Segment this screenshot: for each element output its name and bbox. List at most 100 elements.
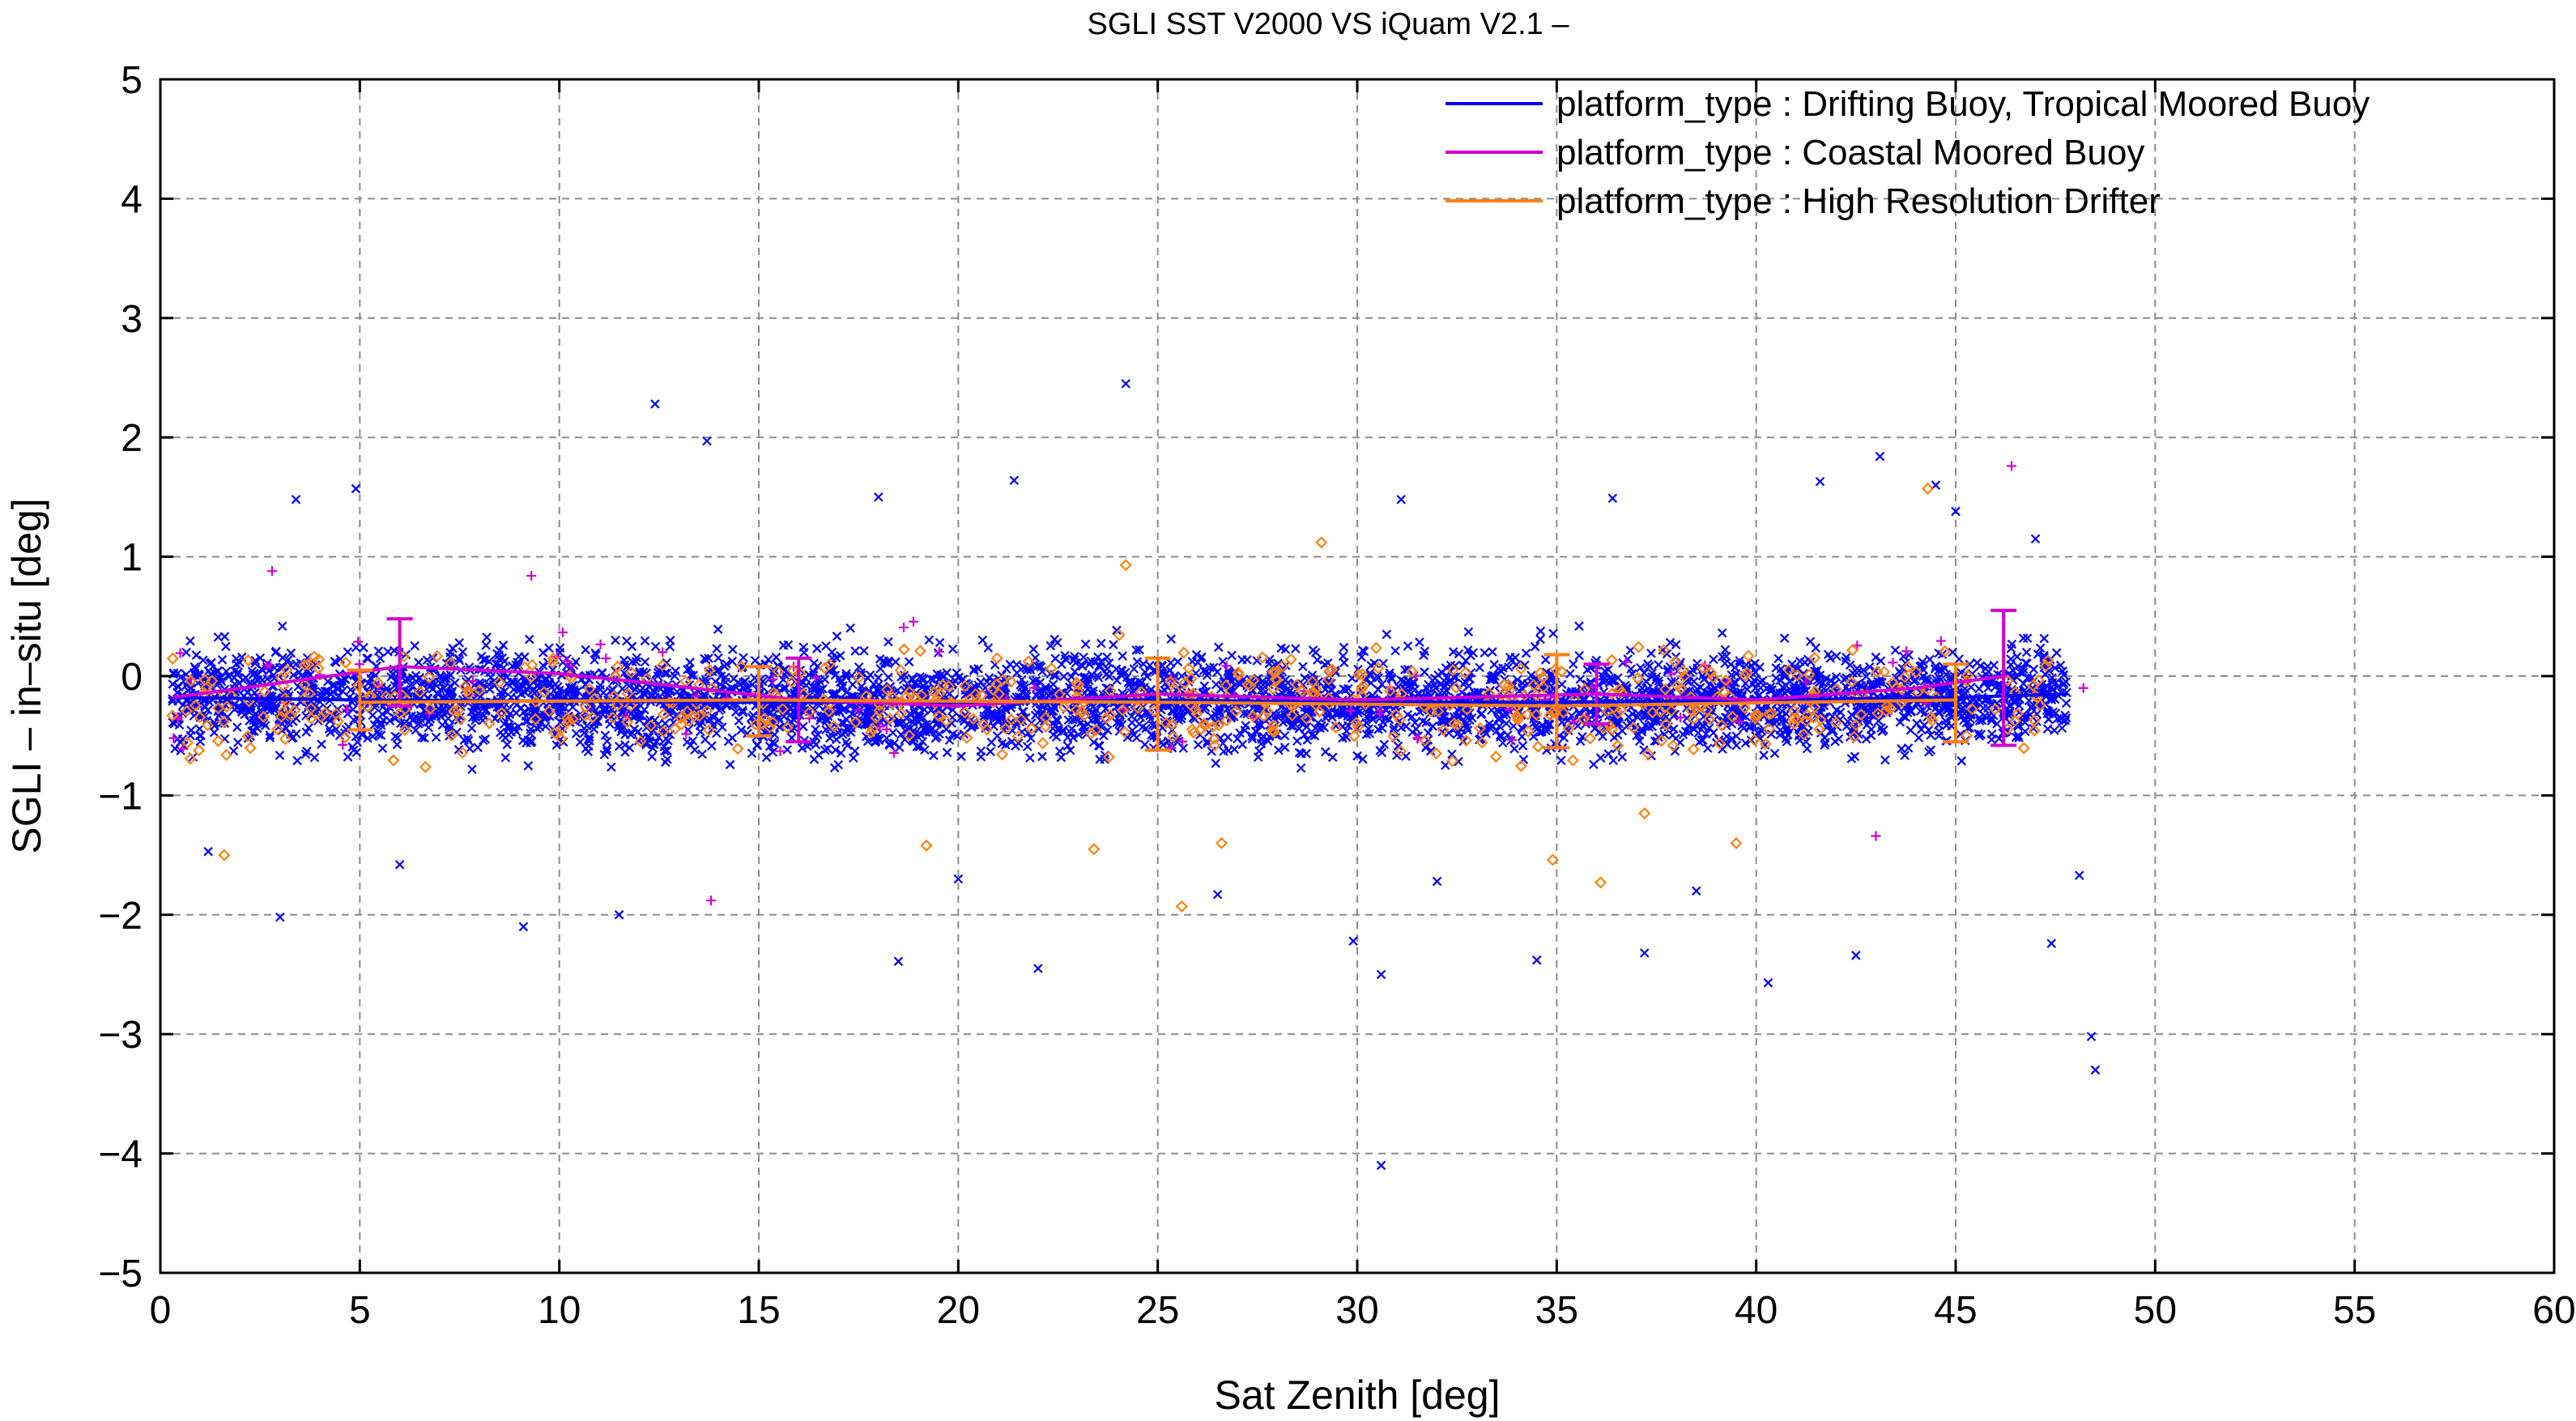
data-point [232,722,242,732]
data-point [602,736,612,747]
data-point [1535,634,1545,645]
data-point [1126,711,1137,721]
data-point [1389,722,1399,733]
data-point [498,640,509,650]
data-point [1646,649,1656,658]
data-point [1463,725,1473,735]
data-point [473,742,483,752]
data-point [727,656,737,666]
data-point [1139,659,1148,669]
data-point [523,761,534,771]
data-point [1903,743,1914,753]
data-point [377,743,388,754]
data-point [445,731,454,741]
data-point [1448,647,1458,657]
data-point [1088,737,1099,747]
data-point [2060,715,2071,725]
data-point [1503,730,1513,740]
data-point [942,747,952,758]
data-point [185,636,195,646]
data-point [1421,742,1431,753]
data-point [1132,657,1143,667]
data-point [697,749,707,759]
data-point [499,719,509,729]
data-point [1518,741,1528,751]
x-tick-label: 60 [2532,1289,2575,1332]
data-point [2018,664,2029,674]
data-point [1358,754,1368,764]
data-point [1463,645,1473,655]
y-tick-label: 4 [121,178,143,221]
data-point [1535,626,1546,636]
data-point [747,748,757,759]
data-point [1548,628,1558,639]
x-tick-label: 25 [1136,1289,1179,1332]
data-point [507,661,517,671]
data-point [1731,731,1741,741]
data-point [1769,748,1780,759]
data-point [1556,755,1566,766]
data-point [2005,708,2015,718]
data-point [1771,673,1782,683]
data-point [1016,674,1027,685]
data-point [1328,752,1338,763]
data-point [660,757,671,768]
data-point [713,665,723,674]
data-point [198,655,208,666]
x-tick-label: 50 [2134,1289,2177,1332]
data-point [1420,667,1429,677]
data-point [1986,716,1996,725]
data-point [641,739,651,750]
data-point [1227,650,1237,661]
data-point [1361,730,1372,739]
data-point [1104,658,1114,668]
data-point [738,705,747,715]
data-point [1589,759,1599,769]
data-point [600,730,611,740]
data-point [1062,741,1073,751]
data-point [707,741,717,751]
data-point [217,655,228,665]
data-point [1199,666,1209,676]
data-point [1173,657,1183,667]
data-point [207,657,216,668]
data-point [482,632,492,642]
data-point [1890,645,1901,655]
x-tick-label: 15 [737,1289,780,1332]
data-point [203,666,214,676]
data-point [1865,662,1875,672]
y-tick-label: −5 [98,1253,143,1295]
data-point [602,744,611,754]
data-point [1273,658,1283,669]
data-point [1603,749,1613,759]
data-point [769,730,780,740]
data-point [176,672,185,683]
data-point [1803,726,1813,737]
data-point [1974,716,1985,726]
data-point [1671,640,1681,650]
y-tick-label: −4 [98,1134,143,1176]
data-point [2021,647,2032,657]
data-point [364,679,373,688]
data-point [1157,723,1168,733]
data-point [1060,654,1071,664]
data-point [1786,703,1796,713]
data-point [393,733,402,743]
data-point [1279,730,1290,741]
data-point [453,653,464,664]
data-point [1871,652,1881,662]
data-point [375,653,385,663]
data-point [422,655,432,665]
data-point [1166,634,1176,644]
data-point [752,740,762,751]
data-point [1286,721,1296,731]
y-tick-label: −2 [98,895,143,938]
data-point [769,738,780,749]
data-point [1575,674,1586,684]
data-point [1740,738,1751,748]
data-point [1965,659,1974,670]
data-point [1418,717,1428,726]
data-point [1407,712,1417,721]
data-point [1914,733,1924,742]
data-point [1447,749,1457,759]
